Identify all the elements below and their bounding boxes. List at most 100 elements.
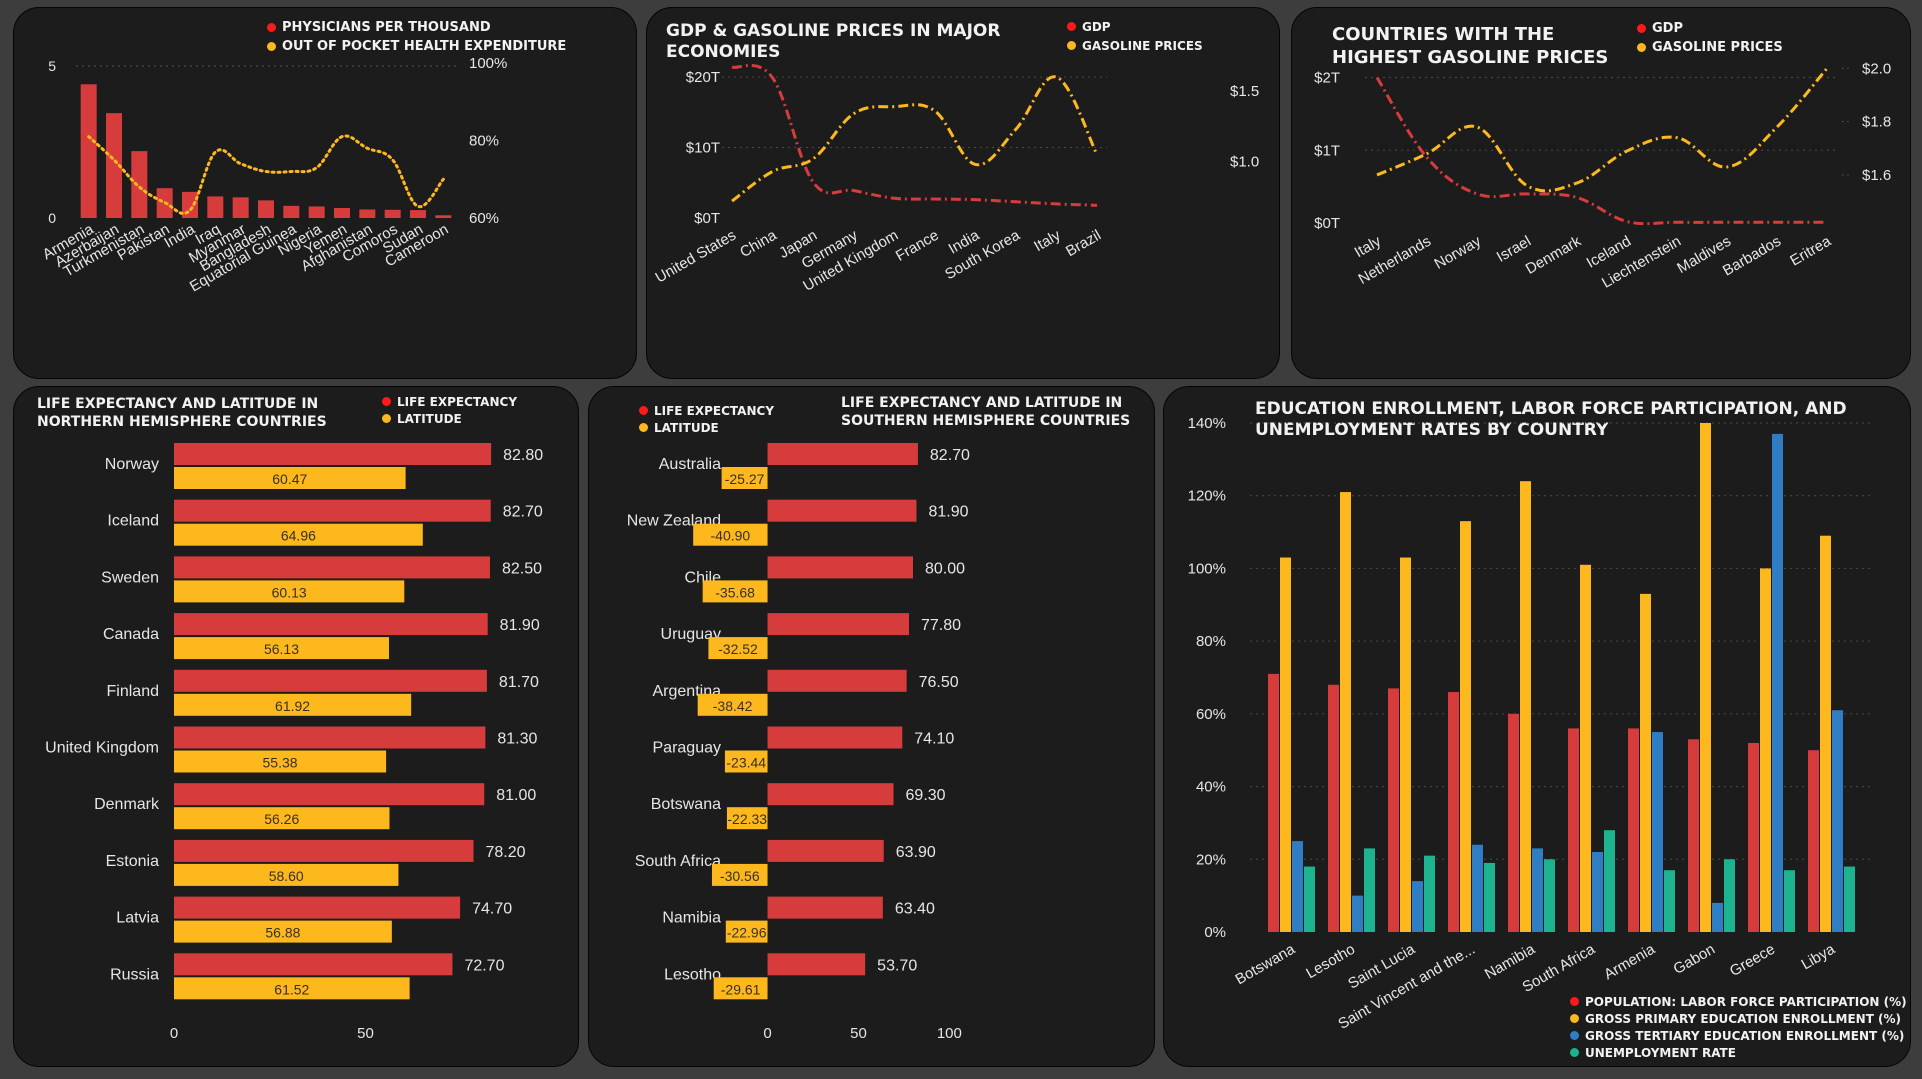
bar — [174, 783, 485, 806]
bar — [174, 669, 487, 692]
category-label: Sweden — [101, 569, 159, 586]
legend-dot — [639, 406, 648, 415]
panel-title: LIFE EXPECTANCY AND LATITUDE IN SOUTHERN… — [841, 395, 1131, 429]
y2-tick-label: $2.0 — [1862, 60, 1891, 77]
legend-dot — [1067, 41, 1076, 50]
y2-tick-label: $1.5 — [1230, 83, 1259, 100]
bar — [767, 499, 917, 522]
bar — [131, 151, 148, 218]
x-tick-label: Denmark — [1523, 232, 1585, 277]
data-label: 80.00 — [925, 560, 965, 577]
bar — [1820, 535, 1831, 932]
x-tick-label: Brazil — [1063, 227, 1104, 260]
bar — [1640, 593, 1651, 932]
y-tick-label: 80% — [1196, 633, 1226, 650]
bar — [697, 693, 768, 716]
x-tick-label: Eritrea — [1787, 232, 1834, 269]
bar — [435, 215, 452, 218]
data-label: -35.68 — [715, 584, 755, 600]
y-tick-label: 100% — [1188, 560, 1226, 577]
data-label: 60.47 — [272, 471, 307, 487]
bar — [106, 113, 122, 218]
physicians-panel: PHYSICIANS PER THOUSAND OUT OF POCKET HE… — [13, 7, 637, 379]
x-tick-label: 0 — [763, 1025, 771, 1042]
x-tick-label: Gabon — [1670, 941, 1718, 978]
data-label: 81.90 — [500, 617, 540, 634]
bar — [174, 839, 474, 862]
data-label: -38.42 — [713, 698, 753, 714]
data-label: 74.10 — [914, 731, 954, 748]
data-label: -40.90 — [711, 528, 751, 544]
bar — [232, 197, 249, 218]
bar — [1520, 481, 1531, 932]
legend-dot — [1570, 1031, 1579, 1040]
category-label: Finland — [107, 683, 159, 700]
north-life-legend: LIFE EXPECTANCY LATITUDE — [382, 393, 517, 427]
data-label: 64.96 — [281, 528, 316, 544]
category-label: Uruguay — [661, 626, 721, 643]
x-tick-label: Italy — [1031, 226, 1064, 255]
bar — [1748, 742, 1759, 932]
bar — [174, 807, 390, 830]
bar — [174, 693, 412, 716]
legend-item: LATITUDE — [382, 410, 517, 427]
data-label: 61.52 — [274, 981, 309, 997]
bar — [708, 637, 768, 660]
x-tick-label: Italy — [1352, 232, 1385, 261]
data-label: -25.27 — [725, 471, 765, 487]
x-tick-label: Libya — [1798, 940, 1838, 973]
legend-label: LATITUDE — [397, 411, 462, 426]
bar — [1604, 830, 1615, 932]
bar — [1280, 557, 1291, 932]
panel-title: EDUCATION ENROLLMENT, LABOR FORCE PARTIC… — [1255, 399, 1847, 441]
x-tick-label: France — [893, 227, 942, 265]
legend-label: GROSS PRIMARY EDUCATION ENROLLMENT (%) — [1585, 1011, 1902, 1026]
bar — [1532, 848, 1543, 932]
education-legend: POPULATION: LABOR FORCE PARTICIPATION (%… — [1570, 993, 1907, 1061]
legend-dot — [267, 42, 276, 51]
y-tick-label: $0T — [694, 210, 720, 227]
bar — [1352, 895, 1363, 932]
highest-gas-legend: GDP GASOLINE PRICES — [1637, 19, 1783, 57]
bar — [283, 205, 300, 218]
legend-item: LIFE EXPECTANCY — [639, 402, 774, 419]
bar — [174, 443, 492, 465]
legend-item: POPULATION: LABOR FORCE PARTICIPATION (%… — [1570, 993, 1907, 1010]
y-tick-label: 60% — [1196, 706, 1226, 723]
x-tick-label: United States — [653, 227, 739, 287]
bar — [767, 896, 883, 919]
y-tick-label: 0 — [48, 210, 56, 226]
data-label: 74.70 — [472, 901, 512, 918]
legend-dot — [1570, 997, 1579, 1006]
bar — [182, 191, 198, 218]
bar — [1568, 728, 1579, 932]
x-tick-label: China — [737, 226, 780, 261]
bar — [693, 523, 768, 546]
x-tick-label: Greece — [1727, 941, 1778, 980]
legend-dot — [1570, 1048, 1579, 1057]
y-tick-label: 0% — [1204, 924, 1226, 941]
bar — [1364, 848, 1375, 932]
data-label: 77.80 — [921, 617, 961, 634]
legend-label: UNEMPLOYMENT RATE — [1585, 1045, 1736, 1060]
bar — [1724, 859, 1735, 932]
bar — [174, 726, 486, 749]
legend-label: PHYSICIANS PER THOUSAND — [282, 20, 491, 35]
data-label: 55.38 — [263, 755, 298, 771]
legend-dot — [1637, 43, 1646, 52]
data-label: 81.00 — [496, 787, 536, 804]
bar — [1340, 492, 1351, 932]
category-label: South Africa — [635, 853, 721, 870]
bar — [174, 613, 488, 636]
y2-tick-label: 80% — [469, 133, 499, 150]
bar — [174, 920, 392, 943]
y2-tick-label: 60% — [469, 210, 499, 227]
legend-item: PHYSICIANS PER THOUSAND — [267, 18, 566, 37]
bar — [334, 207, 350, 218]
legend-label: POPULATION: LABOR FORCE PARTICIPATION (%… — [1585, 994, 1907, 1009]
north-life-chart: 0 50 Norway 82.80 60.47 Iceland 82.70 64.96 Swed… — [45, 443, 543, 1042]
x-tick-label: 50 — [357, 1025, 374, 1042]
legend-dot — [382, 414, 391, 423]
data-label: 72.70 — [464, 957, 504, 974]
